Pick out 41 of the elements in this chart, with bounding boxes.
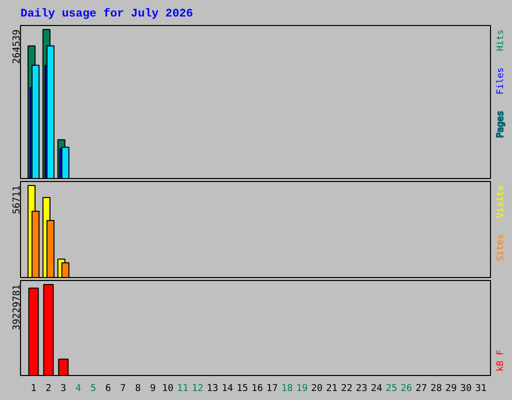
annotation: 264539 bbox=[12, 29, 22, 64]
x-tick-label: 10 bbox=[162, 383, 174, 394]
x-tick-label: 30 bbox=[460, 383, 472, 394]
x-tick-label: 14 bbox=[222, 383, 234, 394]
x-tick-label: 23 bbox=[356, 383, 368, 394]
x-tick-label: 6 bbox=[105, 383, 112, 394]
x-tick-label: 16 bbox=[252, 383, 264, 394]
x-tick-label: 21 bbox=[326, 383, 338, 394]
x-tick-label: 20 bbox=[311, 383, 323, 394]
chart-title: Daily usage for July 2026 bbox=[20, 8, 194, 20]
text: Sites bbox=[496, 234, 506, 262]
x-tick-label: 26 bbox=[400, 383, 412, 394]
text: Visits bbox=[496, 185, 506, 218]
x-tick-label: 7 bbox=[120, 383, 126, 394]
x-tick-label: 22 bbox=[341, 383, 352, 394]
x-tick-label: 15 bbox=[236, 383, 248, 394]
annotation: 56711 bbox=[12, 185, 22, 214]
x-tick-label: 13 bbox=[206, 383, 218, 394]
x-tick-label: 17 bbox=[266, 383, 278, 394]
x-tick-label: 18 bbox=[281, 383, 294, 394]
x-tick-label: 31 bbox=[475, 383, 487, 394]
x-tick-label: 9 bbox=[150, 383, 156, 394]
text: Files bbox=[496, 67, 506, 95]
x-tick-label: 5 bbox=[90, 383, 96, 394]
x-tick-label: 27 bbox=[416, 383, 428, 394]
annotation: 39229781 bbox=[12, 284, 22, 330]
x-tick-label: 25 bbox=[386, 383, 398, 394]
x-tick-label: 28 bbox=[430, 383, 442, 394]
text: kB F bbox=[496, 350, 506, 372]
x-tick-label: 24 bbox=[370, 383, 383, 394]
x-tick-label: 1 bbox=[30, 383, 37, 394]
x-tick-label: 3 bbox=[60, 383, 66, 394]
x-tick-label: 12 bbox=[192, 383, 204, 394]
x-tick-label: 11 bbox=[176, 383, 189, 394]
text: Hits bbox=[496, 29, 506, 52]
x-tick-label: 29 bbox=[445, 383, 458, 394]
x-tick-label: 4 bbox=[75, 383, 82, 394]
text: Pages bbox=[496, 110, 506, 138]
x-tick-label: 2 bbox=[46, 383, 52, 394]
x-tick-label: 19 bbox=[296, 383, 308, 394]
x-tick-label: 8 bbox=[135, 383, 142, 394]
